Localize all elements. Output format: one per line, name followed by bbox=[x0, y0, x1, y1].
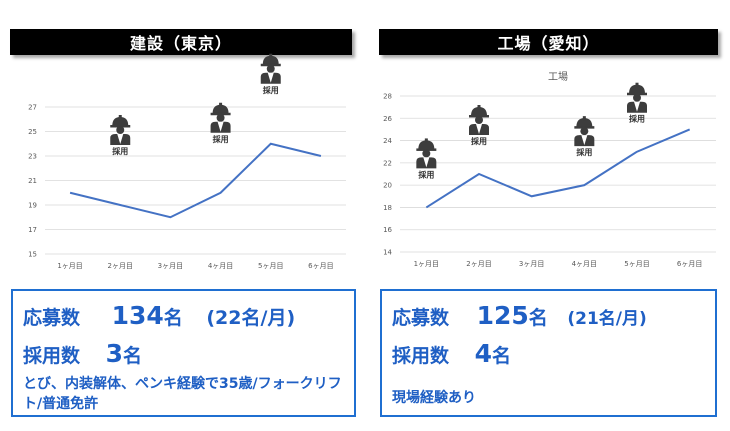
hire-marker: 採用 bbox=[627, 82, 647, 124]
left-heading: 建設（東京） bbox=[10, 29, 352, 55]
hires-label: 採用数 bbox=[23, 345, 81, 367]
x-tick-label: 5ヶ月目 bbox=[624, 260, 649, 268]
y-tick-label: 19 bbox=[28, 202, 37, 210]
y-tick-label: 25 bbox=[28, 128, 37, 136]
y-tick-label: 15 bbox=[28, 251, 37, 259]
y-tick-label: 26 bbox=[383, 115, 392, 123]
y-tick-label: 17 bbox=[28, 226, 37, 234]
y-tick-label: 24 bbox=[383, 137, 392, 145]
series-line bbox=[425, 128, 691, 209]
x-tick-label: 4ヶ月目 bbox=[208, 262, 233, 270]
x-tick-label: 1ヶ月目 bbox=[414, 260, 439, 268]
hires-value: 3 bbox=[105, 339, 123, 368]
chart-right: 工場 14 16 18 20 22 24 26 28 1ヶ月目 2ヶ月目 3ヶ月目 4ヶ月目 5ヶ月目 6ヶ… bbox=[383, 70, 716, 268]
summary-panel-right: 応募数 125名 (21名/月) 採用数 4名 現場経験あり bbox=[380, 289, 717, 417]
x-tick-label: 3ヶ月目 bbox=[158, 262, 183, 270]
applicants-row: 応募数 125名 (21名/月) bbox=[392, 301, 647, 330]
hire-marker: 採用 bbox=[260, 53, 281, 95]
series-line bbox=[69, 142, 322, 219]
x-tick-label: 4ヶ月目 bbox=[572, 260, 597, 268]
hire-marker: 採用 bbox=[469, 105, 489, 146]
hire-marker: 採用 bbox=[574, 116, 595, 157]
hire-label: 採用 bbox=[112, 146, 128, 156]
hires-label: 採用数 bbox=[392, 345, 450, 367]
x-tick-label: 1ヶ月目 bbox=[57, 262, 82, 270]
y-tick-label: 18 bbox=[383, 204, 392, 212]
applicants-label: 応募数 bbox=[23, 307, 81, 329]
y-tick-label: 22 bbox=[383, 159, 392, 167]
worker-helmet-icon bbox=[469, 105, 489, 135]
y-tick-label: 28 bbox=[383, 93, 392, 101]
worker-helmet-icon bbox=[574, 116, 595, 147]
candidate-note: 現場経験あり bbox=[392, 390, 476, 406]
x-tick-label: 2ヶ月目 bbox=[466, 260, 491, 268]
chart-left: 15 17 19 21 23 25 27 1ヶ月目 2ヶ月目 3ヶ月目 4ヶ月目 5ヶ月目 6ヶ月目 採用… bbox=[28, 53, 346, 270]
hire-marker: 採用 bbox=[416, 138, 437, 179]
hires-value: 4 bbox=[474, 339, 492, 368]
hires-row: 採用数 4名 bbox=[392, 339, 511, 368]
hires-unit: 名 bbox=[123, 345, 143, 367]
applicants-unit: 名 bbox=[528, 307, 548, 329]
x-tick-label: 5ヶ月目 bbox=[258, 262, 283, 270]
right-heading: 工場（愛知） bbox=[379, 29, 718, 55]
worker-helmet-icon bbox=[110, 115, 131, 145]
hire-marker: 採用 bbox=[210, 102, 231, 144]
x-tick-label: 6ヶ月目 bbox=[677, 260, 702, 268]
worker-helmet-icon bbox=[627, 82, 647, 113]
applicants-row: 応募数 134名 (22名/月) bbox=[23, 301, 295, 330]
hire-label: 採用 bbox=[418, 169, 434, 179]
worker-helmet-icon bbox=[260, 53, 281, 84]
chart-title: 工場 bbox=[548, 70, 568, 83]
monthly-rate: (21名/月) bbox=[567, 309, 647, 329]
hire-label: 採用 bbox=[629, 114, 645, 124]
hire-label: 採用 bbox=[576, 147, 592, 157]
applicants-value: 125 bbox=[476, 301, 529, 330]
applicants-label: 応募数 bbox=[392, 307, 450, 329]
hires-row: 採用数 3名 bbox=[23, 339, 142, 368]
y-tick-label: 20 bbox=[383, 182, 392, 190]
monthly-rate: (22名/月) bbox=[206, 307, 296, 329]
applicants-value: 134 bbox=[111, 301, 164, 330]
y-tick-label: 14 bbox=[383, 249, 392, 257]
x-tick-label: 6ヶ月目 bbox=[308, 262, 333, 270]
worker-helmet-icon bbox=[416, 138, 437, 169]
hire-label: 採用 bbox=[213, 134, 229, 144]
y-tick-label: 27 bbox=[28, 104, 37, 112]
hire-label: 採用 bbox=[471, 136, 487, 146]
candidate-note: とび、内装解体、ペンキ経験で35歳/フォークリフト/普通免許 bbox=[23, 376, 342, 412]
y-tick-label: 16 bbox=[383, 226, 392, 234]
hires-unit: 名 bbox=[492, 345, 512, 367]
summary-panel-left: 応募数 134名 (22名/月) 採用数 3名 とび、内装解体、ペンキ経験で35… bbox=[11, 289, 356, 417]
applicants-unit: 名 bbox=[163, 307, 183, 329]
x-tick-label: 3ヶ月目 bbox=[519, 260, 544, 268]
hire-label: 採用 bbox=[263, 85, 279, 95]
y-tick-label: 23 bbox=[28, 153, 37, 161]
worker-helmet-icon bbox=[210, 102, 231, 133]
hire-marker: 採用 bbox=[110, 115, 131, 156]
y-tick-label: 21 bbox=[28, 177, 37, 185]
x-tick-label: 2ヶ月目 bbox=[108, 262, 133, 270]
